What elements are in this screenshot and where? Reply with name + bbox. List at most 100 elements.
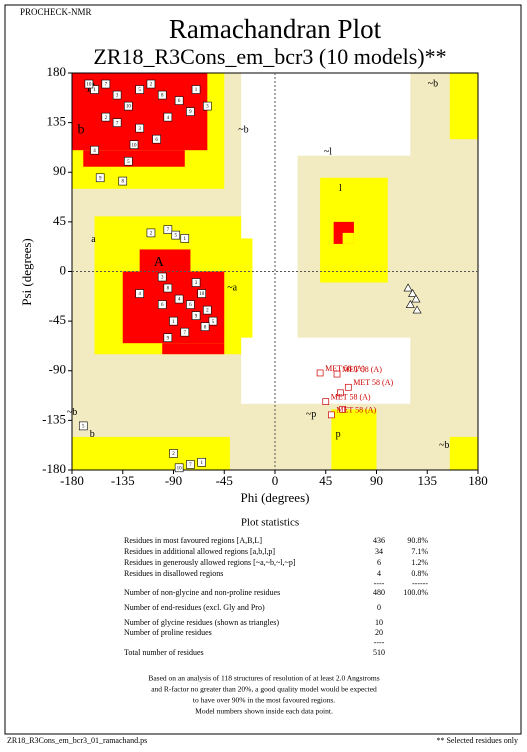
data-point <box>191 85 201 94</box>
residue-label: MET 58 (A) <box>342 365 382 374</box>
data-point <box>169 449 178 458</box>
model-number: 7 <box>105 83 108 88</box>
note: Based on an analysis of 118 structures o… <box>148 674 379 683</box>
model-number: 10 <box>126 105 132 110</box>
data-point <box>90 145 99 155</box>
model-number: 6 <box>178 99 181 104</box>
data-point <box>112 90 122 100</box>
glycine-point <box>411 294 421 303</box>
border <box>4 4 522 735</box>
residue-label: MET 58 (A) <box>331 392 371 401</box>
model-number: 9 <box>189 110 192 115</box>
x-tick-label: 90 <box>370 473 383 488</box>
stats-label: Residues in disallowed regions <box>124 569 223 578</box>
data-point <box>174 294 184 304</box>
data-point <box>197 457 206 467</box>
model-number: 6 <box>189 303 192 308</box>
residue-label: MET 58 (A) <box>336 406 376 415</box>
data-point <box>84 79 94 89</box>
model-number: 3 <box>161 276 164 281</box>
note: to have over 90% in the most favoured re… <box>193 696 335 705</box>
stats-count: 480 <box>373 588 385 597</box>
model-number: 2 <box>172 452 175 457</box>
data-point <box>129 140 139 149</box>
selected-point <box>337 389 344 397</box>
stats-count: 10 <box>375 618 383 627</box>
selected-point <box>316 369 324 377</box>
model-number: 1 <box>93 88 96 93</box>
model-number: 8 <box>161 94 164 99</box>
model-number: 6 <box>161 303 164 308</box>
model-number: 5 <box>82 425 85 430</box>
model-number: 7 <box>116 121 119 126</box>
data-point <box>118 176 128 186</box>
model-number: 3 <box>206 105 209 110</box>
stats-count: ---- <box>374 638 385 647</box>
glycine-point <box>403 283 413 292</box>
data-point <box>174 96 184 105</box>
model-number: 10 <box>177 466 183 471</box>
data-point <box>163 112 173 122</box>
core-region <box>83 150 185 167</box>
region-label: ~p <box>306 409 316 420</box>
data-point <box>90 85 99 94</box>
region-label: ~b <box>67 407 77 418</box>
header: PROCHECK-NMR <box>20 7 92 17</box>
core-region <box>139 249 191 272</box>
allowed-region <box>449 436 478 470</box>
data-point <box>186 300 195 309</box>
stats-label: Number of non-glycine and non-proline re… <box>124 588 280 597</box>
x-tick-label: -180 <box>60 473 84 488</box>
model-number: 5 <box>127 160 130 165</box>
region-label: ~b <box>439 440 449 451</box>
model-number: 5 <box>175 234 178 239</box>
stats-count: 510 <box>373 648 385 657</box>
x-tick-label: 45 <box>319 473 332 488</box>
stats-count: 6 <box>377 558 381 567</box>
model-number: 4 <box>167 116 170 121</box>
allowed-region <box>320 177 388 283</box>
data-point <box>112 118 122 127</box>
stats-count: 0 <box>377 603 381 612</box>
selected-point <box>344 383 352 391</box>
data-point <box>186 107 195 116</box>
data-point <box>180 234 190 243</box>
model-number: 9 <box>99 176 102 181</box>
stats-title: Plot statistics <box>241 517 299 529</box>
region-label: ~l <box>324 147 332 158</box>
data-point <box>197 289 206 298</box>
stats-count: 20 <box>375 628 383 637</box>
data-point <box>203 305 212 315</box>
region-label: l <box>339 183 342 194</box>
y-tick-label: -135 <box>42 411 66 426</box>
glycine-point <box>405 299 415 308</box>
stats-label: Total number of residues <box>124 648 204 657</box>
data-point <box>174 463 184 473</box>
selected-point <box>328 411 335 419</box>
y-tick-label: 90 <box>53 163 66 178</box>
model-number: 4 <box>93 149 96 154</box>
y-tick-label: -180 <box>42 461 66 476</box>
model-number: 3 <box>195 281 198 286</box>
stats-count: 436 <box>373 536 385 545</box>
model-number: 1 <box>200 461 203 466</box>
x-tick-label: 180 <box>468 473 488 488</box>
data-point <box>200 322 210 331</box>
data-point <box>135 85 144 94</box>
model-number: 8 <box>167 287 170 292</box>
data-point <box>78 421 88 431</box>
region-label: A <box>154 255 165 270</box>
chart-subtitle: ZR18_R3Cons_em_bcr3 (10 models)** <box>93 44 446 69</box>
stats-label: Residues in most favoured regions [A,B,L… <box>124 536 262 545</box>
region-label: ~a <box>227 282 237 293</box>
model-number: 10 <box>199 292 205 297</box>
model-number: 6 <box>155 138 158 143</box>
model-number: 5 <box>212 320 215 325</box>
stats-percent: 90.8% <box>407 536 428 545</box>
data-point <box>208 316 218 326</box>
core-region <box>162 343 225 355</box>
stats-count: 4 <box>377 569 381 578</box>
data-point <box>191 311 201 320</box>
